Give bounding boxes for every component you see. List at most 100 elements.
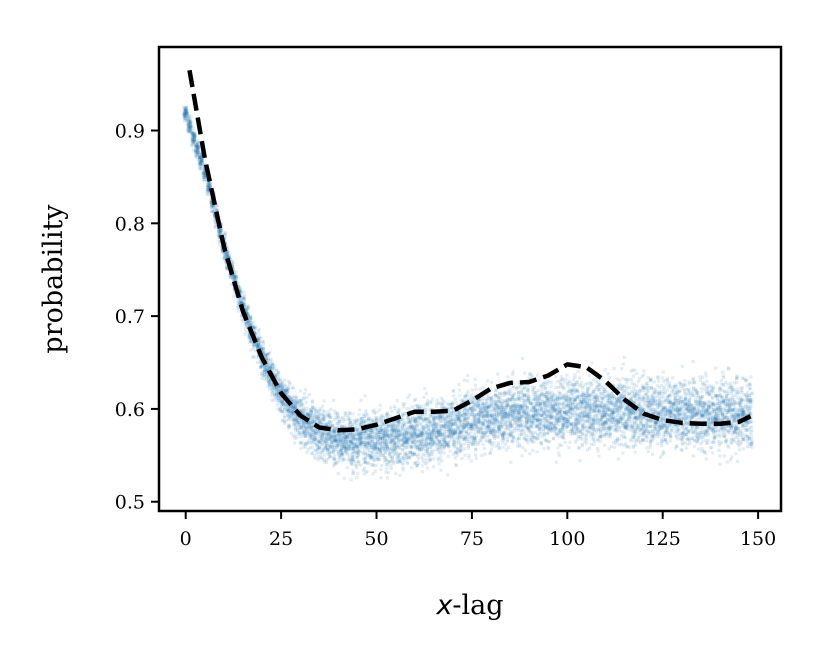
scatter-point (390, 455, 394, 460)
scatter-point (197, 150, 201, 154)
scatter-point (225, 265, 229, 269)
scatter-point (414, 422, 418, 426)
scatter-point (304, 445, 308, 449)
scatter-point (423, 427, 427, 431)
scatter-point (196, 147, 200, 151)
scatter-point (242, 297, 246, 301)
scatter-point (404, 457, 409, 461)
scatter-point (249, 340, 253, 344)
scatter-point (190, 131, 194, 135)
scatter-point (387, 428, 391, 432)
scatter-point (405, 440, 409, 444)
scatter-point (344, 438, 348, 442)
scatter-point (309, 435, 314, 439)
scatter-point (331, 423, 335, 427)
scatter-point (417, 429, 421, 433)
scatter-point (385, 439, 389, 443)
scatter-point (407, 436, 411, 440)
scatter-point (255, 344, 259, 348)
scatter-point (435, 430, 439, 434)
scatter-point (401, 448, 405, 452)
scatter-point (289, 405, 293, 409)
scatter-point (307, 421, 311, 425)
scatter-point (286, 388, 290, 392)
scatter-point (416, 433, 420, 437)
scatter-point (430, 397, 434, 401)
scatter-point (359, 432, 363, 436)
scatter-point (317, 409, 321, 413)
scatter-point (255, 344, 259, 348)
scatter-point (425, 449, 429, 453)
scatter-point (427, 442, 431, 446)
scatter-point (384, 445, 388, 449)
scatter-point (377, 408, 381, 412)
scatter-point (216, 233, 221, 238)
scatter-point (416, 419, 420, 423)
scatter-point (198, 162, 202, 166)
scatter-point (332, 429, 336, 433)
scatter-point (352, 433, 356, 437)
scatter-point (320, 450, 324, 454)
scatter-point (301, 421, 305, 425)
scatter-point (252, 344, 256, 348)
scatter-point (413, 461, 418, 465)
scatter-point (200, 162, 204, 166)
scatter-point (332, 430, 336, 434)
scatter-point (416, 403, 420, 407)
scatter-point (391, 449, 395, 453)
scatter-point (358, 424, 363, 428)
scatter-point (329, 455, 333, 459)
scatter-point (345, 435, 349, 439)
scatter-point (378, 449, 382, 453)
scatter-point (190, 139, 194, 143)
scatter-point (191, 135, 195, 140)
scatter-point (209, 200, 214, 205)
scatter-point (254, 325, 258, 329)
scatter-point (303, 431, 307, 436)
scatter-point (419, 431, 423, 435)
scatter-point (232, 275, 236, 279)
scatter-point (251, 326, 255, 331)
scatter-point (329, 439, 333, 443)
scatter-point (319, 438, 324, 442)
scatter-point (506, 375, 510, 379)
scatter-point (238, 289, 242, 293)
scatter-point (206, 180, 210, 184)
scatter-point (301, 434, 305, 438)
scatter-point (363, 461, 367, 465)
scatter-point (349, 438, 353, 442)
scatter-point (340, 425, 344, 429)
scatter-point (337, 440, 341, 444)
scatter-point (286, 392, 290, 396)
scatter-point (356, 471, 360, 476)
scatter-point (278, 388, 282, 392)
scatter-point (288, 406, 292, 411)
scatter-point (264, 362, 268, 366)
scatter-point (183, 112, 187, 116)
scatter-point (385, 413, 389, 417)
scatter-point (421, 443, 425, 447)
scatter-point (391, 438, 395, 442)
scatter-point (503, 408, 507, 412)
scatter-point (390, 424, 394, 429)
scatter-point (383, 433, 387, 437)
scatter-point (363, 436, 367, 440)
scatter-point (408, 444, 413, 448)
scatter-point (191, 138, 195, 142)
scatter-point (423, 444, 427, 448)
scatter-point (194, 143, 198, 147)
scatter-point (310, 410, 314, 415)
scatter-point (358, 450, 362, 454)
scatter-point (410, 446, 414, 450)
scatter-point (199, 152, 203, 156)
scatter-point (413, 415, 417, 419)
scatter-point (283, 389, 287, 393)
scatter-point (278, 408, 282, 412)
scatter-point (189, 125, 193, 129)
scatter-point (399, 428, 403, 433)
scatter-point (504, 398, 508, 402)
scatter-point (248, 336, 252, 341)
scatter-point (382, 421, 386, 425)
scatter-point (420, 436, 424, 440)
scatter-point (385, 476, 389, 480)
